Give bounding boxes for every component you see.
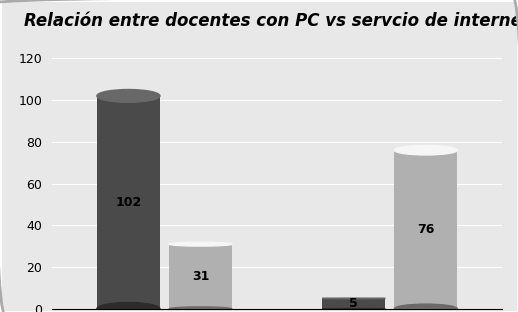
Ellipse shape	[394, 304, 457, 312]
Bar	[169, 244, 232, 309]
Bar	[322, 299, 385, 309]
Text: 5: 5	[349, 297, 358, 310]
Bar	[394, 150, 457, 309]
Ellipse shape	[322, 298, 385, 299]
Ellipse shape	[97, 303, 160, 312]
Bar	[97, 96, 160, 309]
Ellipse shape	[169, 307, 232, 311]
Ellipse shape	[169, 242, 232, 246]
Ellipse shape	[394, 145, 457, 155]
Text: 31: 31	[192, 270, 209, 283]
Text: 102: 102	[116, 196, 141, 209]
Title: Relación entre docentes con PC vs servcio de internet: Relación entre docentes con PC vs servci…	[24, 12, 518, 30]
Text: 76: 76	[417, 223, 435, 236]
Ellipse shape	[97, 90, 160, 102]
